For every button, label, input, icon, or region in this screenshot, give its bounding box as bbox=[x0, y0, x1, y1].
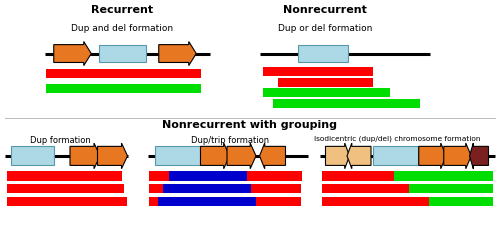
Bar bbox=[6, 184, 124, 193]
Bar bbox=[149, 171, 169, 181]
Bar bbox=[158, 197, 256, 206]
Bar bbox=[163, 184, 250, 193]
Bar bbox=[155, 146, 200, 165]
Bar bbox=[322, 171, 394, 181]
Bar bbox=[322, 184, 409, 193]
Text: Dup/trip formation: Dup/trip formation bbox=[191, 136, 269, 145]
Bar bbox=[11, 146, 54, 165]
Polygon shape bbox=[54, 41, 91, 66]
Bar bbox=[250, 184, 300, 193]
Bar bbox=[256, 197, 300, 206]
Bar bbox=[262, 67, 372, 76]
Bar bbox=[272, 99, 420, 108]
Bar bbox=[298, 45, 348, 62]
Text: Dup and del formation: Dup and del formation bbox=[72, 24, 174, 33]
Polygon shape bbox=[200, 143, 230, 169]
Bar bbox=[6, 171, 121, 181]
Bar bbox=[149, 197, 158, 206]
Text: Dup or del formation: Dup or del formation bbox=[278, 24, 372, 33]
Polygon shape bbox=[260, 143, 285, 169]
Text: Dup formation: Dup formation bbox=[30, 136, 90, 145]
Text: Isodicentric (dup/del) chromosome formation: Isodicentric (dup/del) chromosome format… bbox=[314, 136, 481, 142]
Bar bbox=[99, 45, 146, 62]
Polygon shape bbox=[326, 143, 349, 169]
Bar bbox=[6, 197, 126, 206]
Polygon shape bbox=[419, 143, 446, 169]
Polygon shape bbox=[347, 143, 371, 169]
Polygon shape bbox=[444, 143, 471, 169]
Bar bbox=[322, 197, 429, 206]
Text: Nonrecurrent with grouping: Nonrecurrent with grouping bbox=[162, 120, 338, 130]
Bar bbox=[262, 88, 390, 97]
Bar bbox=[372, 146, 418, 165]
Polygon shape bbox=[98, 143, 128, 169]
Bar bbox=[149, 184, 163, 193]
Text: Recurrent: Recurrent bbox=[92, 5, 154, 15]
Text: Nonrecurrent: Nonrecurrent bbox=[283, 5, 367, 15]
Bar bbox=[394, 171, 493, 181]
Bar bbox=[46, 69, 201, 78]
Polygon shape bbox=[470, 143, 488, 169]
Bar bbox=[246, 171, 302, 181]
Bar bbox=[278, 78, 372, 87]
Bar bbox=[46, 84, 201, 93]
Polygon shape bbox=[227, 143, 256, 169]
Polygon shape bbox=[70, 143, 100, 169]
Bar bbox=[169, 171, 246, 181]
Bar bbox=[409, 184, 493, 193]
Polygon shape bbox=[159, 41, 196, 66]
Bar bbox=[429, 197, 493, 206]
